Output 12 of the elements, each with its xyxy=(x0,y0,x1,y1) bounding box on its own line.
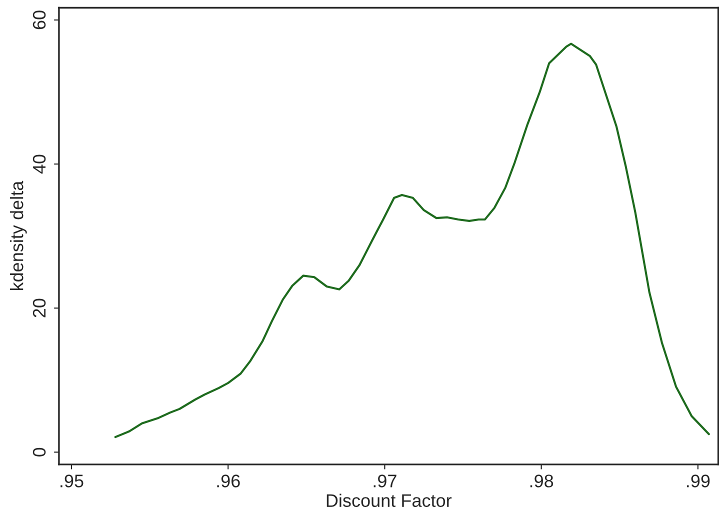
y-axis-title: kdensity delta xyxy=(10,180,27,290)
line-series xyxy=(114,42,710,438)
y-tick-label: 0 xyxy=(32,448,46,456)
y-tick-label: 40 xyxy=(32,154,46,174)
x-axis-title: Discount Factor xyxy=(326,494,452,507)
x-tick-label: .96 xyxy=(217,474,240,488)
x-tick-label: .97 xyxy=(374,474,396,488)
y-tick-label: 20 xyxy=(32,298,46,318)
y-tick-label: 60 xyxy=(32,10,46,30)
x-tick-label: .95 xyxy=(60,474,84,488)
x-tick-label: .99 xyxy=(687,474,710,488)
x-tick-label: .98 xyxy=(530,474,554,488)
